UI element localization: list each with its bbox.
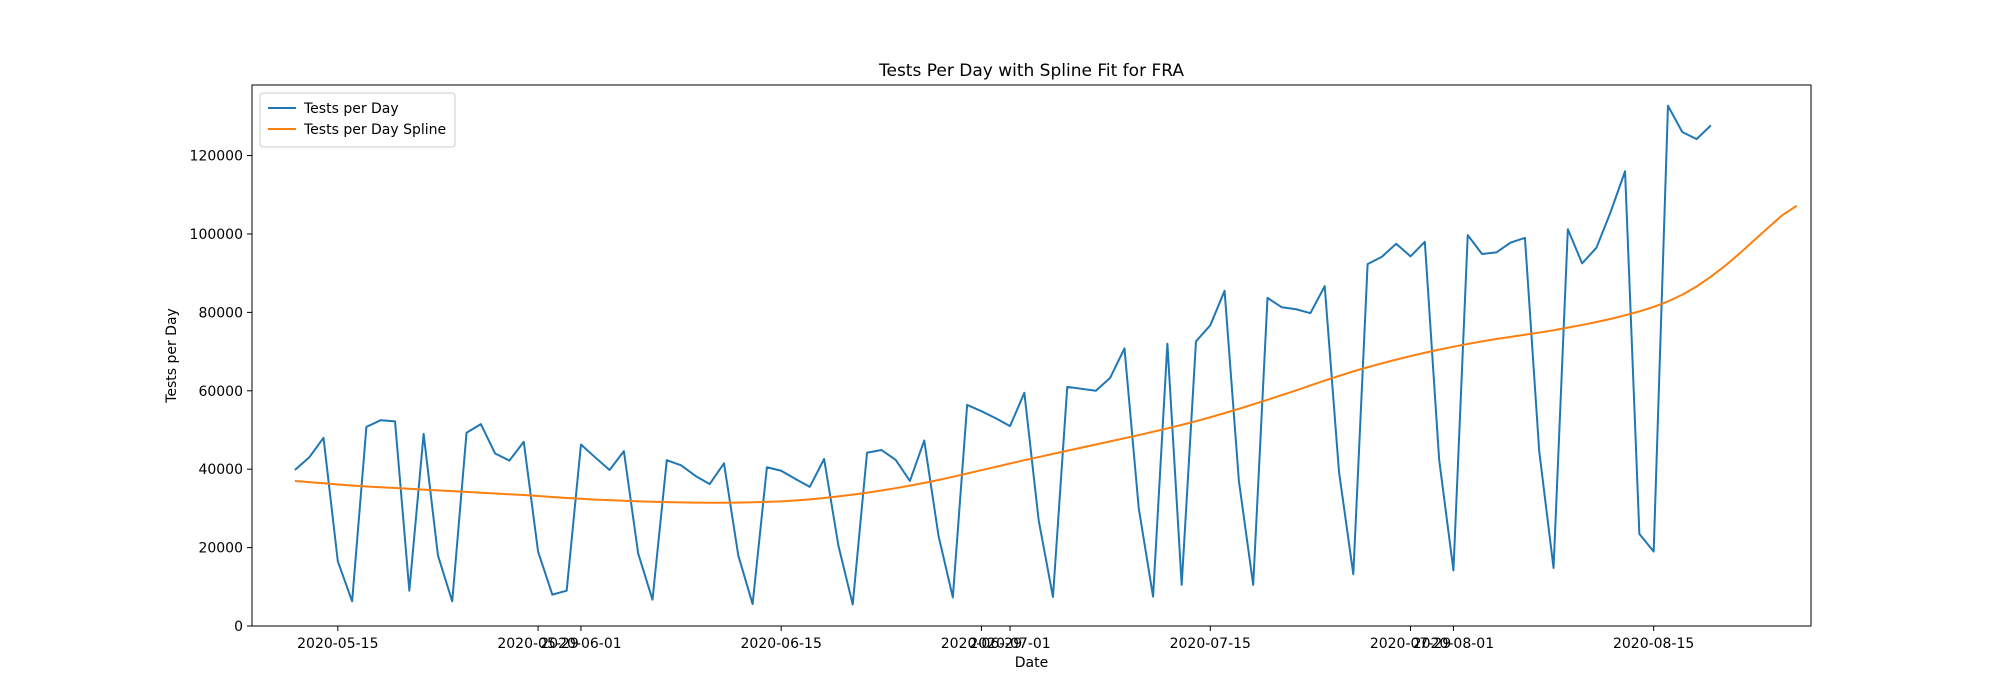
series-line-2 xyxy=(294,204,1798,504)
chart-title: Tests Per Day with Spline Fit for FRA xyxy=(878,61,1184,81)
series-line-1 xyxy=(294,104,1712,606)
legend-box xyxy=(259,92,456,148)
x-tick-label: 2020-08-01 xyxy=(1413,636,1494,652)
y-tick-label: 20000 xyxy=(198,541,243,557)
legend: Tests per Day Tests per Day Spline xyxy=(259,92,456,148)
x-tick-label: 2020-05-15 xyxy=(297,636,378,652)
y-tick-label: 40000 xyxy=(198,462,243,478)
x-tick-label: 2020-07-29 xyxy=(1370,636,1451,652)
series-layer xyxy=(294,104,1798,606)
x-tick-label: 2020-06-01 xyxy=(540,636,621,652)
x-tick-label: 2020-07-01 xyxy=(969,636,1050,652)
y-tick-label: 120000 xyxy=(190,149,243,165)
y-tick-label: 80000 xyxy=(198,305,243,321)
plot-frame xyxy=(251,84,1812,627)
y-axis: 0 20000 40000 60000 80000 100000 120000 xyxy=(190,149,252,635)
x-tick-label: 2020-05-29 xyxy=(497,636,578,652)
y-axis-title: Tests per Day xyxy=(164,308,180,404)
x-tick-label: 2020-07-15 xyxy=(1170,636,1251,652)
legend-label-1: Tests per Day xyxy=(303,101,399,117)
x-tick-label: 2020-06-15 xyxy=(741,636,822,652)
y-tick-label: 60000 xyxy=(198,384,243,400)
legend-label-2: Tests per Day Spline xyxy=(303,122,446,138)
plot-area xyxy=(294,104,1798,606)
x-tick-label: 2020-08-15 xyxy=(1613,636,1694,652)
y-tick-label: 100000 xyxy=(190,227,243,243)
x-axis-title: Date xyxy=(1015,655,1048,671)
x-tick-label: 2020-06-29 xyxy=(941,636,1022,652)
y-tick-label: 0 xyxy=(234,619,243,635)
